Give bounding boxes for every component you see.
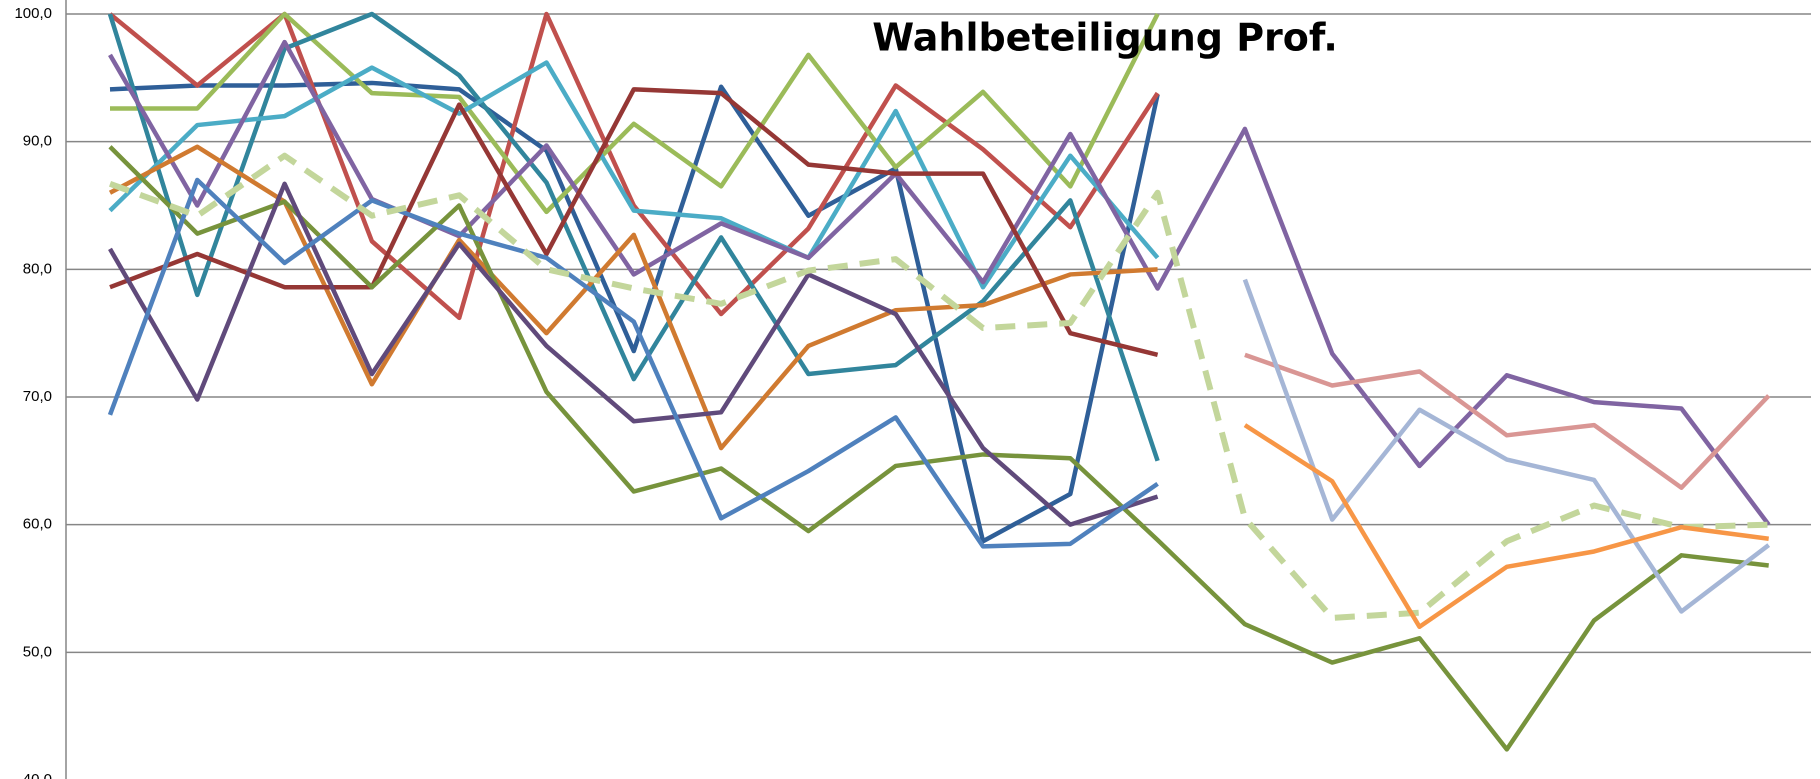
- y-tick-label: 40,0: [23, 771, 52, 779]
- line-series: [107, 177, 1159, 549]
- line-series: [1242, 278, 1771, 614]
- y-tick-label: 50,0: [23, 643, 52, 660]
- chart-title: Wahlbeteiligung Prof.: [872, 16, 1338, 60]
- line-series: [108, 145, 1769, 752]
- line-series: [108, 39, 1771, 527]
- line-series: [108, 152, 1769, 621]
- line-series: [110, 11, 1160, 215]
- line-series: [1243, 423, 1769, 630]
- y-tick-label: 80,0: [23, 260, 52, 277]
- line-series: [108, 60, 1160, 290]
- y-tick-label: 70,0: [23, 388, 52, 405]
- line-series: [109, 87, 1159, 358]
- line-series: [108, 144, 1158, 451]
- line-series: [109, 80, 1160, 544]
- line-series: [1244, 352, 1771, 490]
- y-tick-label: 60,0: [23, 516, 52, 533]
- y-tick-label: 100,0: [14, 5, 52, 22]
- line-series: [108, 181, 1159, 527]
- y-tick-label: 90,0: [23, 133, 52, 150]
- line-series: [107, 11, 1160, 462]
